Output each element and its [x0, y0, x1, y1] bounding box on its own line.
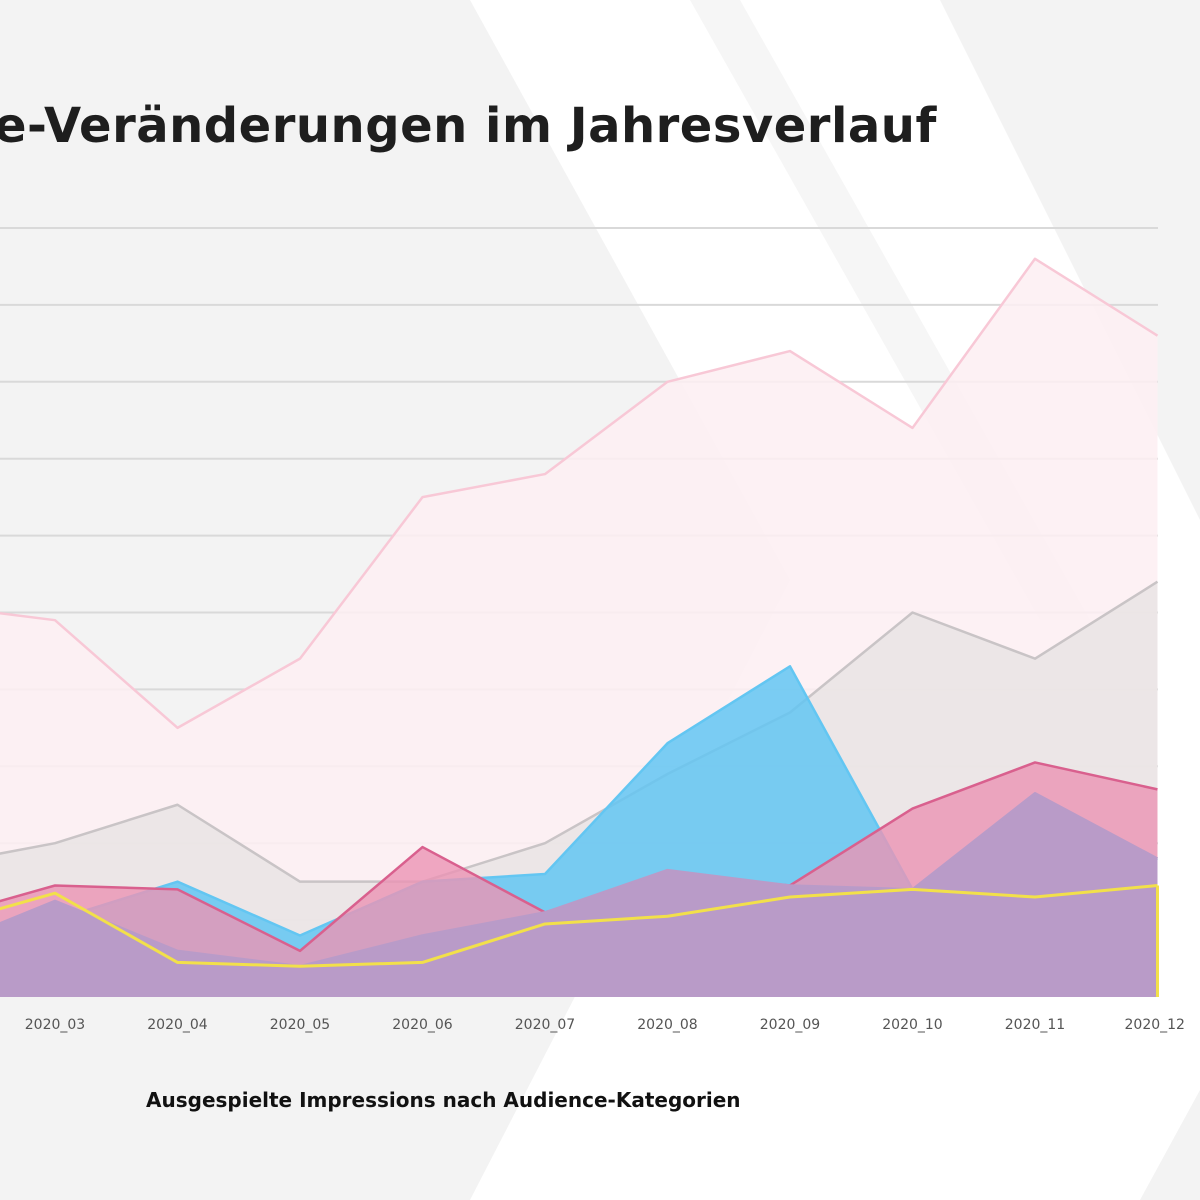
x-tick-label: 2020_08	[637, 1017, 697, 1033]
series-line-5	[0, 791, 1159, 968]
background-shape-right	[940, 0, 1200, 1200]
x-tick-label: 2020_10	[882, 1017, 942, 1033]
x-tick-label: 2020_03	[25, 1017, 85, 1033]
x-tick-label: 2020_09	[760, 1017, 820, 1033]
x-tick-label: 2020_12	[1125, 1017, 1185, 1033]
series-line-2	[0, 580, 1159, 883]
series-areas	[0, 257, 1159, 997]
x-tick-label: 2020_05	[270, 1017, 330, 1033]
series-line-6	[0, 884, 1158, 968]
x-tick-label: 2020_06	[392, 1017, 453, 1033]
series-area-5	[0, 793, 1158, 997]
chart-caption: Ausgespielte Impressions nach Audience-K…	[146, 1088, 741, 1112]
chart-title: e-Veränderungen im Jahresverlauf	[0, 98, 937, 154]
x-tick-label: 2020_11	[1005, 1017, 1065, 1033]
x-tick-label: 2020_04	[147, 1017, 208, 1033]
series-line-1	[0, 257, 1159, 730]
x-tick-label: 2020_07	[515, 1017, 575, 1033]
x-axis-ticks: 2020_022020_032020_042020_052020_062020_…	[25, 1017, 1185, 1033]
